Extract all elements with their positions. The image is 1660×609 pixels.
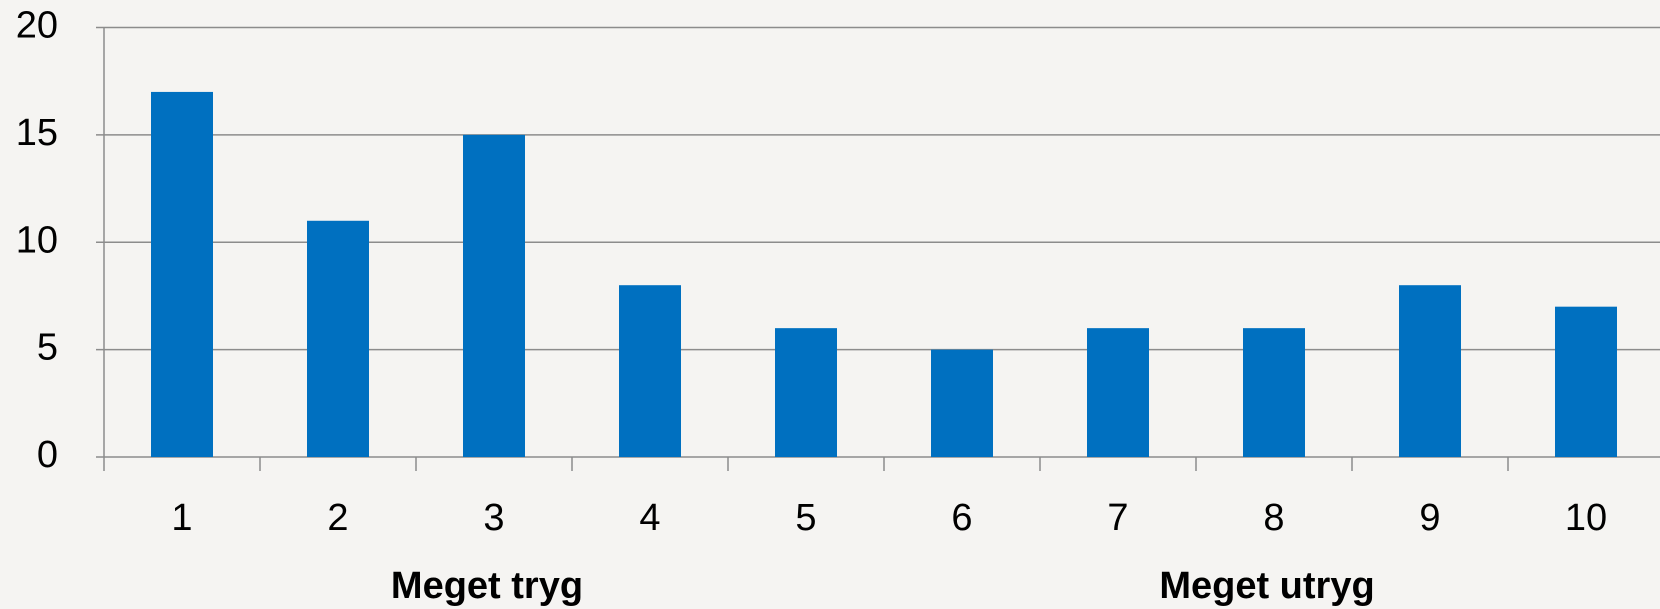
x-tick-label: 3: [483, 497, 504, 539]
x-tick-label: 9: [1419, 497, 1440, 539]
x-tick-label: 2: [327, 497, 348, 539]
y-tick-label: 10: [16, 219, 58, 261]
bar: [151, 91, 213, 458]
bar: [1555, 306, 1617, 457]
annotation: Meget tryg: [391, 565, 583, 607]
y-tick-label: 5: [37, 327, 58, 369]
x-tick-label: 1: [171, 497, 192, 539]
bar: [775, 328, 837, 457]
y-tick-label: 15: [16, 112, 58, 154]
y-tick-label: 20: [16, 5, 58, 47]
x-tick-label: 4: [639, 497, 660, 539]
x-tick-label: 8: [1263, 497, 1284, 539]
bar: [307, 220, 369, 457]
x-tick-label: 6: [951, 497, 972, 539]
bar: [1087, 328, 1149, 457]
x-tick-label: 10: [1565, 497, 1607, 539]
bar: [619, 285, 681, 457]
x-tick-label: 7: [1107, 497, 1128, 539]
x-tick-label: 5: [795, 497, 816, 539]
annotation: Meget utryg: [1159, 565, 1374, 607]
bar: [1243, 328, 1305, 457]
bar: [463, 134, 525, 457]
bar: [1399, 285, 1461, 457]
bar: [931, 349, 993, 457]
y-tick-label: 0: [37, 434, 58, 476]
